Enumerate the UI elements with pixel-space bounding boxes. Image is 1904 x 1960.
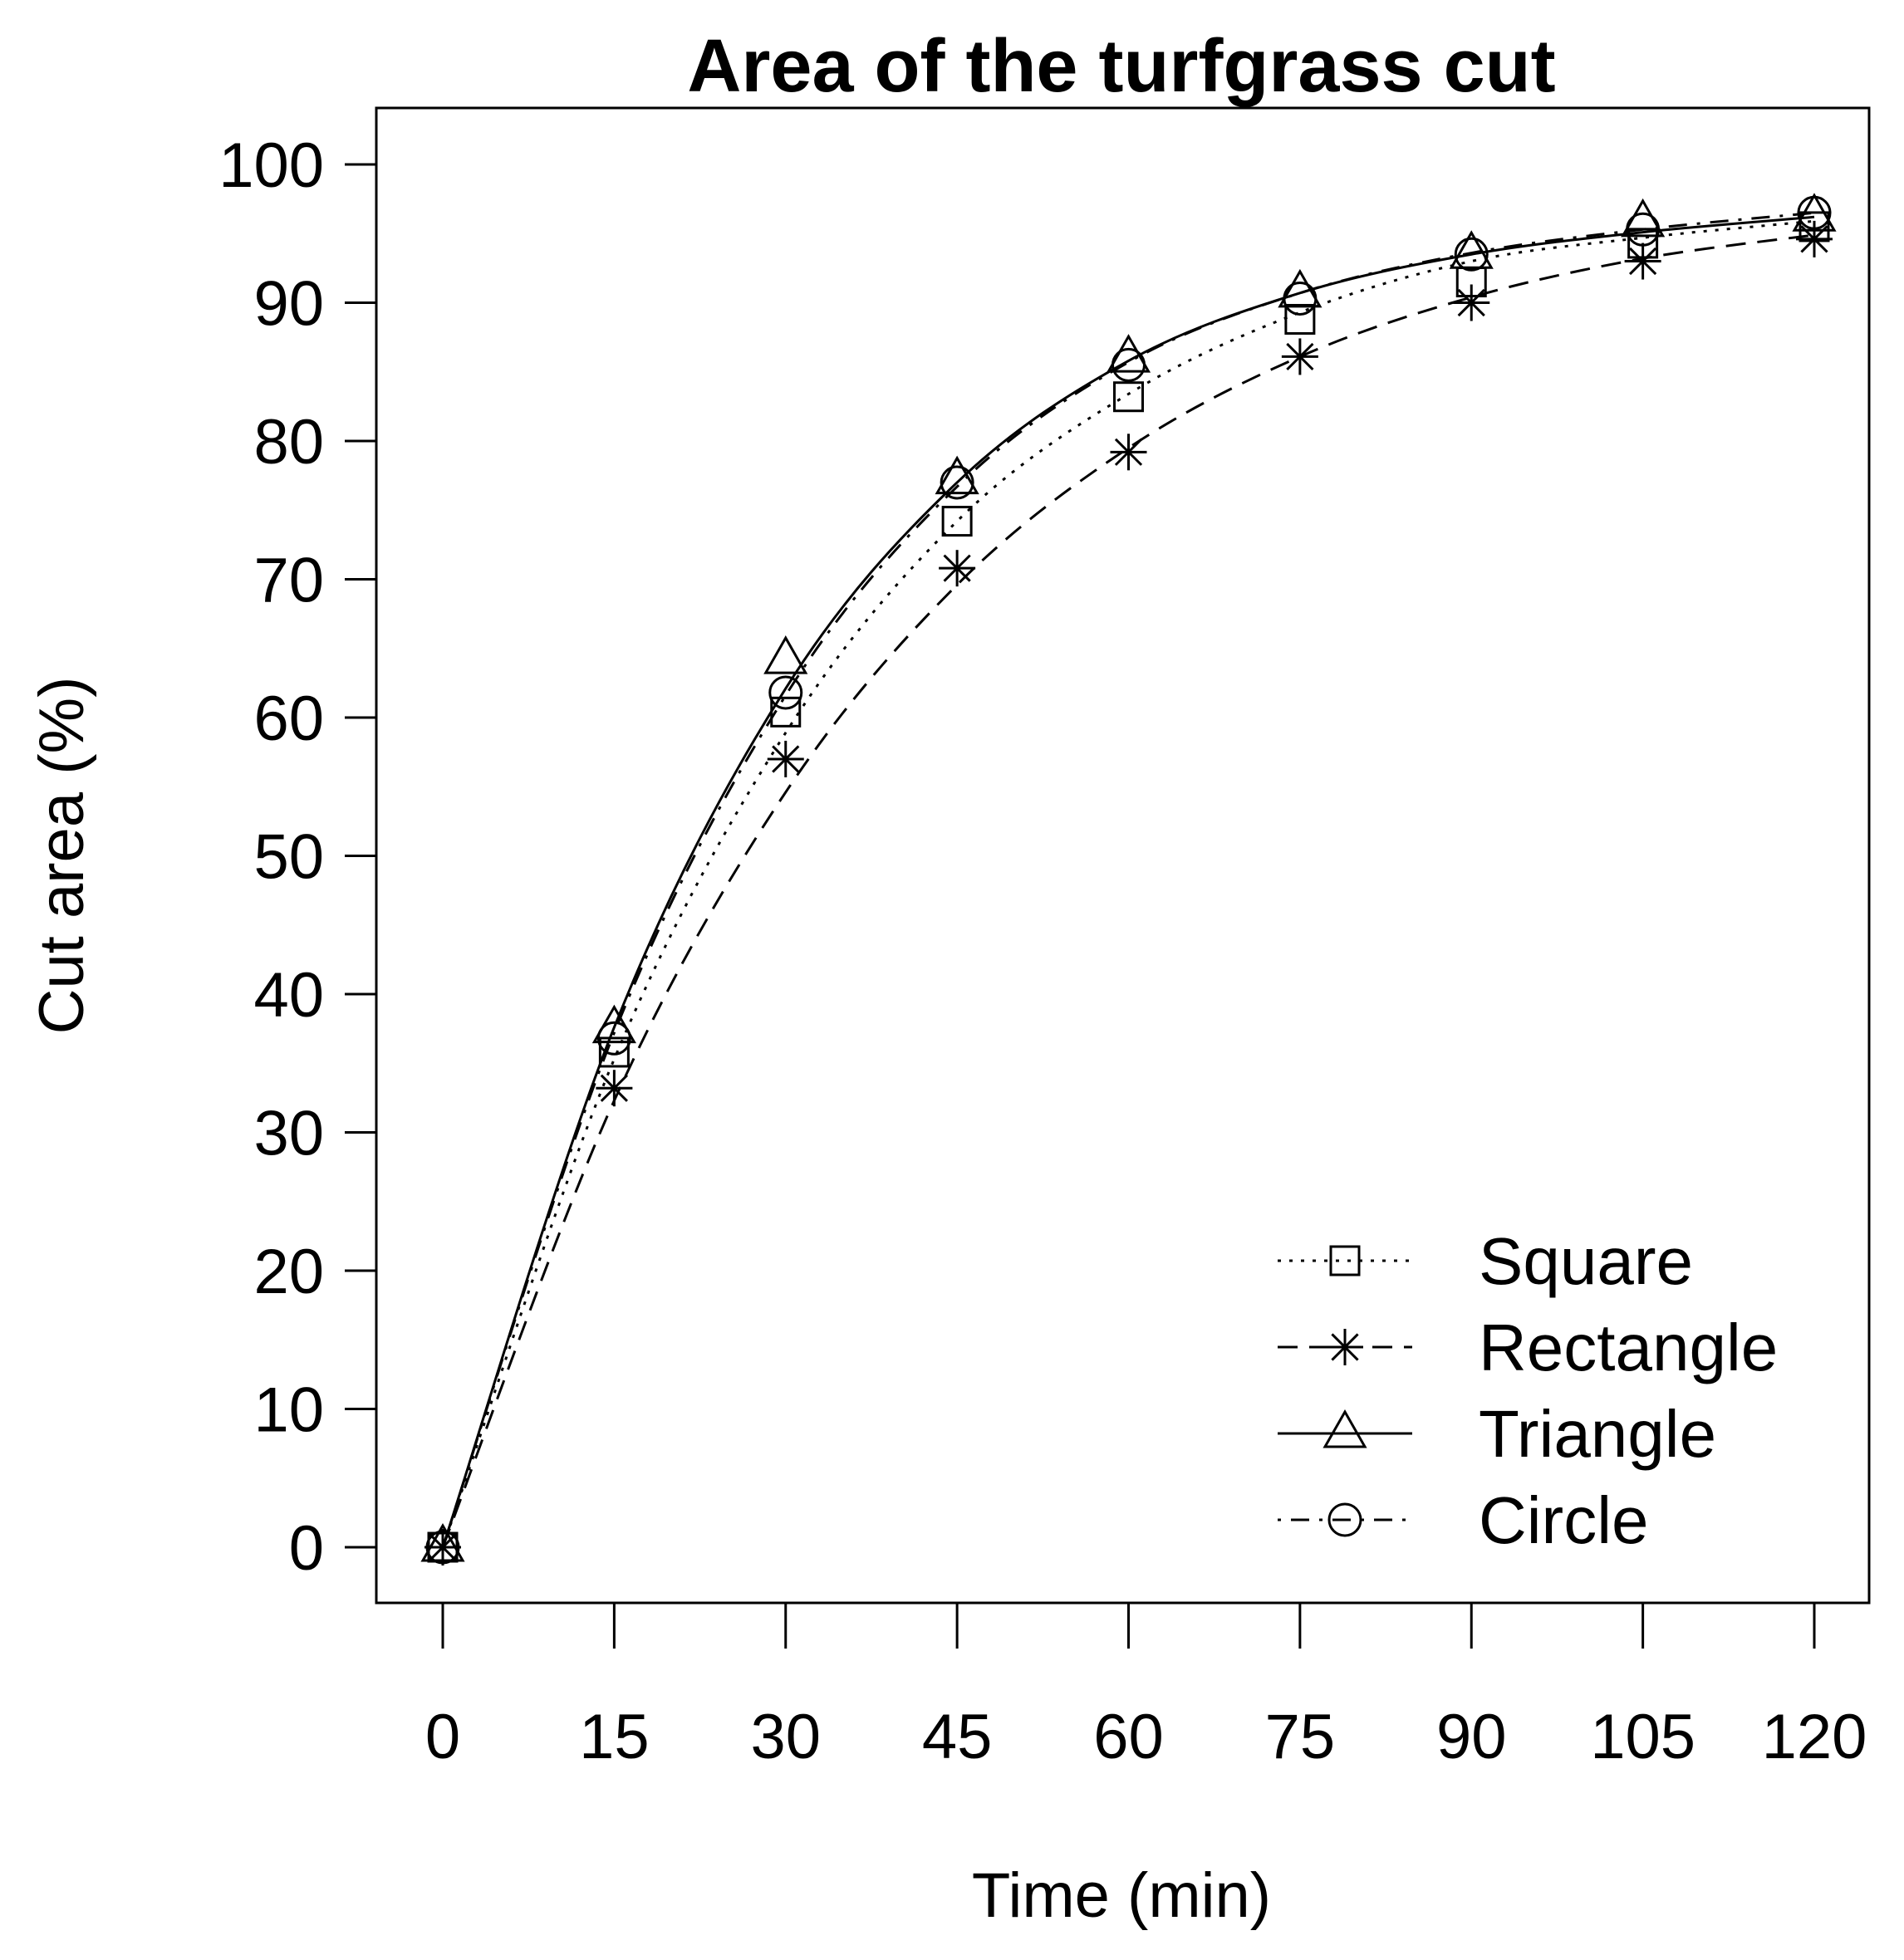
x-tick-label: 30 <box>750 1702 821 1772</box>
legend-label-circle: Circle <box>1479 1483 1648 1557</box>
series-line-circle <box>441 211 1815 1548</box>
legend-item-square: Square <box>1278 1224 1693 1298</box>
legend-marker-rectangle <box>1327 1329 1363 1365</box>
point-circle <box>1454 237 1489 272</box>
point-triangle <box>591 1004 636 1044</box>
legend-item-rectangle: Rectangle <box>1278 1311 1778 1384</box>
x-axis: 0 15 30 45 60 75 90 105 120 <box>425 1601 1867 1772</box>
x-tick-label: 105 <box>1590 1702 1695 1772</box>
chart-title: Area of the turfgrass cut <box>687 25 1555 108</box>
point-circle <box>1626 212 1661 247</box>
point-circle <box>425 1530 460 1565</box>
point-square <box>598 1036 630 1068</box>
point-triangle <box>420 1522 465 1562</box>
x-axis-label: Time (min) <box>972 1860 1271 1931</box>
point-circle <box>1797 195 1832 230</box>
legend-marker-square <box>1329 1245 1361 1276</box>
x-tick-label: 90 <box>1436 1702 1507 1772</box>
y-tick-label: 60 <box>253 684 324 754</box>
series-line-square <box>441 219 1815 1548</box>
point-circle <box>1111 347 1146 382</box>
x-tick-label: 60 <box>1093 1702 1164 1772</box>
point-rectangle <box>1796 220 1833 257</box>
legend-marker-triangle <box>1322 1409 1367 1448</box>
point-rectangle <box>596 1070 633 1107</box>
y-tick-label: 30 <box>253 1099 324 1169</box>
point-rectangle <box>1110 434 1147 471</box>
legend-label-rectangle: Rectangle <box>1479 1311 1778 1384</box>
x-tick-label: 15 <box>579 1702 650 1772</box>
point-circle <box>768 675 803 710</box>
x-tick-label: 75 <box>1265 1702 1336 1772</box>
point-circle <box>940 465 974 500</box>
x-tick-label: 45 <box>922 1702 993 1772</box>
y-tick-label: 10 <box>253 1375 324 1446</box>
point-square <box>1113 381 1144 413</box>
point-rectangle <box>1281 338 1318 375</box>
y-tick-label: 100 <box>218 130 324 201</box>
legend-marker-circle <box>1327 1502 1362 1537</box>
series-circle <box>425 195 1832 1565</box>
legend-label-square: Square <box>1479 1224 1693 1298</box>
point-rectangle <box>939 550 976 587</box>
y-tick-label: 0 <box>289 1513 324 1584</box>
point-triangle <box>1449 230 1494 269</box>
series-line-triangle <box>441 215 1815 1548</box>
point-circle <box>596 1021 631 1056</box>
y-tick-label: 80 <box>253 407 324 478</box>
point-rectangle <box>1624 243 1661 280</box>
y-axis: 0 10 20 30 40 50 60 70 80 90 100 <box>218 130 376 1584</box>
point-rectangle <box>767 740 804 777</box>
y-tick-label: 90 <box>253 269 324 340</box>
y-axis-label: Cut area (%) <box>27 677 97 1035</box>
point-triangle <box>763 635 808 674</box>
x-tick-label: 120 <box>1762 1702 1867 1772</box>
point-square <box>941 506 973 537</box>
legend-item-circle: Circle <box>1278 1483 1648 1557</box>
point-circle <box>1283 282 1318 316</box>
legend-label-triangle: Triangle <box>1479 1397 1716 1471</box>
x-tick-label: 0 <box>425 1702 460 1772</box>
series-layer <box>420 193 1837 1566</box>
y-tick-label: 70 <box>253 546 324 616</box>
y-tick-label: 40 <box>253 960 324 1031</box>
y-tick-label: 20 <box>253 1237 324 1307</box>
y-tick-label: 50 <box>253 822 324 893</box>
legend: Square Rectangle Triangle Circle <box>1278 1224 1778 1557</box>
legend-item-triangle: Triangle <box>1278 1397 1716 1471</box>
point-rectangle <box>1453 284 1490 321</box>
